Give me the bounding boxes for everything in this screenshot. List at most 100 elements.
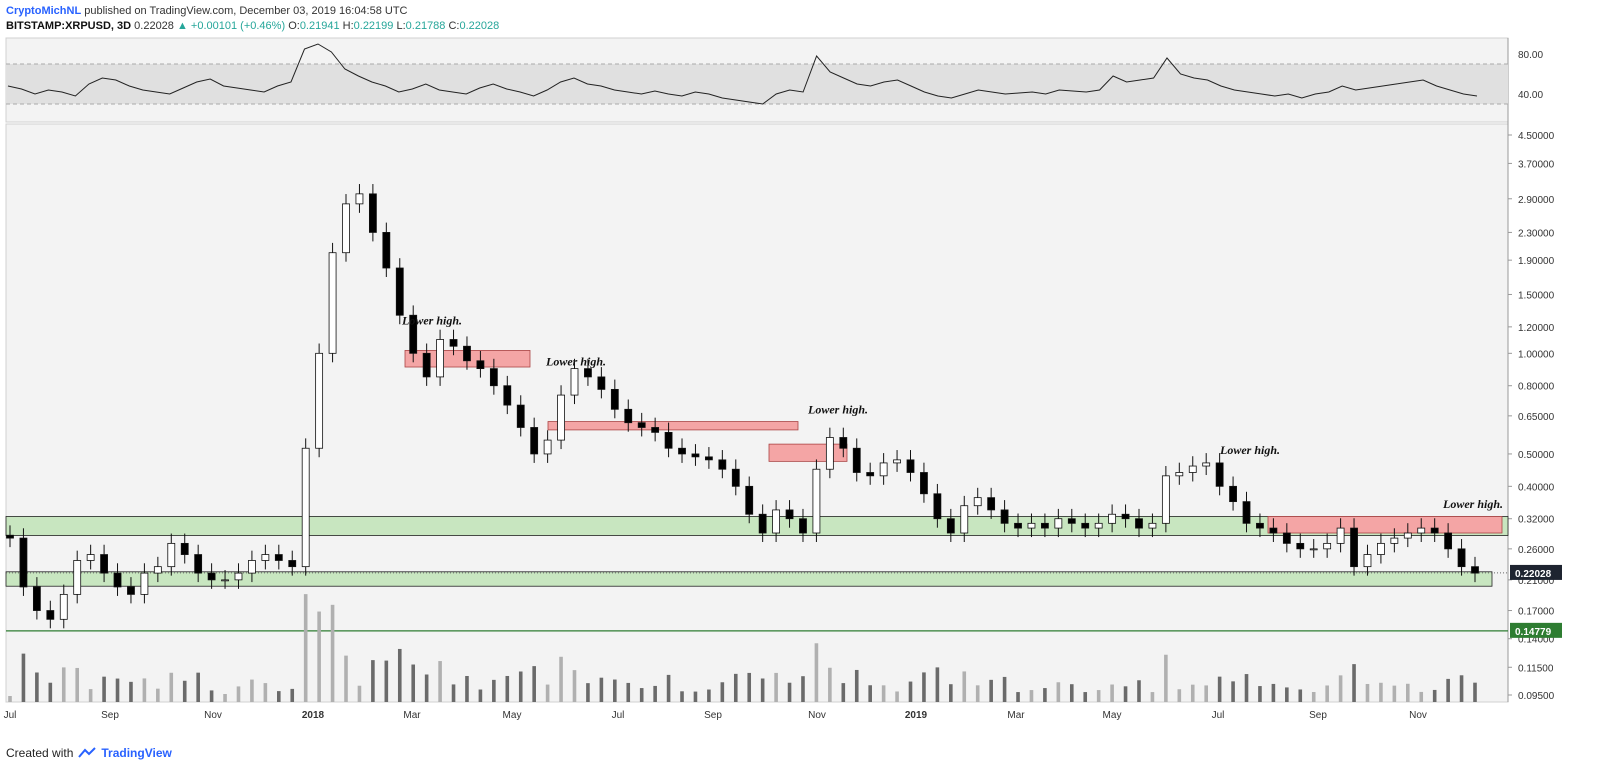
candle-body [1148, 522, 1157, 529]
high-label: H: [342, 20, 354, 32]
price-tick-label: 0.32000 [1518, 515, 1555, 526]
candle-body [342, 203, 350, 254]
volume-bar [572, 670, 577, 702]
candle-body [1417, 527, 1426, 534]
volume-bar [613, 679, 617, 702]
candle-body [785, 509, 794, 520]
volume-bar [1392, 685, 1397, 702]
candle-body [1242, 501, 1251, 524]
candle-body [731, 468, 740, 487]
volume-bar [75, 667, 80, 702]
created-with-text: Created with [6, 746, 74, 760]
volume-bar [1379, 682, 1383, 702]
volume-bar [8, 696, 12, 702]
candle-body [557, 394, 565, 441]
volume-bar [895, 691, 899, 702]
volume-bar [1298, 689, 1303, 702]
publish-line: CryptoMichNL published on TradingView.co… [6, 4, 499, 19]
lower-high-annotation: Lower high. [1219, 443, 1280, 457]
volume-bar [303, 594, 308, 702]
x-tick-label: Mar [403, 710, 421, 721]
candle-body [489, 368, 498, 387]
volume-bar [371, 660, 375, 702]
volume-bar [1446, 678, 1450, 702]
candle-body [651, 427, 660, 433]
candle-body [852, 447, 861, 473]
x-tick-label: Jul [4, 710, 17, 721]
volume-bar [1405, 683, 1410, 702]
low-label: L: [396, 20, 406, 32]
price-tick-label: 0.50000 [1518, 450, 1555, 461]
volume-bar [1043, 688, 1047, 702]
volume-bar [1096, 690, 1101, 702]
price-tick-label: 0.80000 [1518, 382, 1555, 393]
candle-body [543, 439, 552, 455]
candle-body [704, 456, 713, 461]
candle-body [180, 542, 189, 555]
volume-bar [182, 680, 187, 702]
candle-body [436, 339, 444, 378]
volume-bar [209, 690, 214, 702]
candle-body [745, 485, 754, 515]
candle-body [288, 560, 297, 568]
candle-body [1390, 537, 1399, 544]
volume-bar [384, 660, 389, 702]
support-zone-lower [5, 571, 1493, 587]
candle-body [1202, 462, 1211, 467]
candle-body [127, 586, 135, 595]
volume-bar [828, 667, 832, 702]
candle-body [234, 572, 243, 581]
rsi-tick-label: 80.00 [1518, 50, 1543, 61]
volume-bar [1258, 686, 1262, 702]
volume-bar [868, 685, 872, 702]
volume-bar [639, 688, 644, 702]
x-tick-label: 2019 [905, 710, 928, 721]
close-value: 0.22028 [459, 20, 500, 32]
rsi-line [7, 43, 1478, 105]
last-price-tag [1510, 564, 1562, 580]
volume-bar [1069, 684, 1074, 702]
candle-body [866, 472, 875, 477]
volume-bar [1419, 691, 1424, 702]
volume-bar [720, 682, 725, 702]
volume-bar [263, 683, 268, 702]
candle-body [1269, 527, 1278, 534]
published-text: published on TradingView.com, December 0… [84, 5, 408, 17]
chart-header: CryptoMichNL published on TradingView.co… [6, 4, 499, 34]
candle-body [1188, 465, 1197, 473]
volume-bar [1137, 680, 1141, 702]
volume-bar [881, 685, 886, 702]
volume-bar [666, 674, 671, 702]
candle-body [449, 339, 458, 347]
candle-body [261, 554, 270, 561]
candle-body [113, 572, 122, 588]
x-tick-label: Sep [704, 710, 722, 721]
x-tick-label: Jul [612, 710, 625, 721]
price-tick-label: 0.26000 [1518, 545, 1555, 556]
candle-body [637, 422, 646, 428]
candle-body [274, 554, 283, 561]
candle-body [893, 459, 901, 464]
volume-bar [854, 669, 859, 702]
volume-bar [250, 679, 254, 702]
candle-body [758, 513, 767, 534]
x-tick-label: May [1103, 710, 1122, 721]
candle-body [140, 572, 149, 595]
volume-bar [747, 672, 752, 702]
candle-body [395, 267, 404, 316]
price-tick-label: 3.70000 [1518, 159, 1555, 170]
ohlc-line: BITSTAMP:XRPUSD, 3D 0.22028 ▲ +0.00101 (… [6, 19, 499, 34]
volume-bar [357, 685, 362, 702]
volume-bar [397, 648, 402, 702]
volume-bar [693, 691, 698, 702]
tradingview-brand[interactable]: TradingView [101, 746, 172, 760]
author-link[interactable]: CryptoMichNL [6, 5, 82, 17]
price-tick-label: 1.50000 [1518, 290, 1555, 301]
candle-body [1457, 548, 1466, 568]
candle-body [946, 518, 955, 534]
candle-body [1027, 522, 1036, 529]
footer: Created with TradingView [6, 746, 172, 760]
candle-body [153, 566, 162, 574]
volume-bar [1164, 654, 1168, 702]
